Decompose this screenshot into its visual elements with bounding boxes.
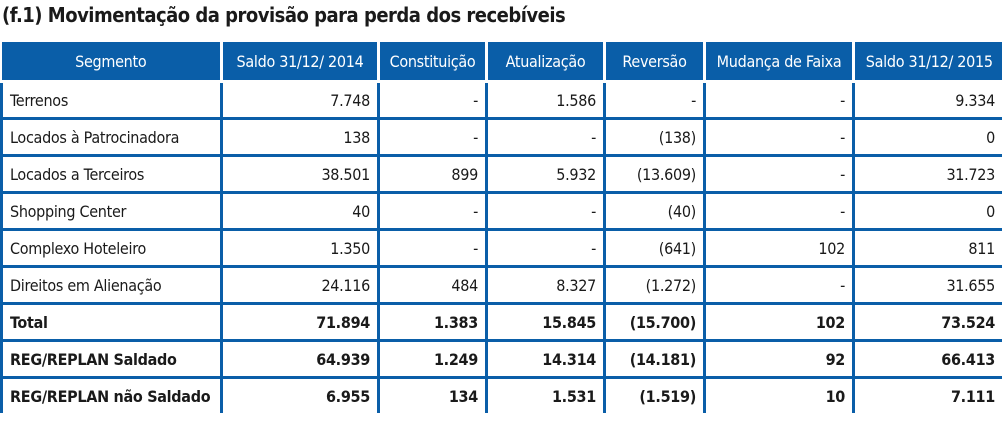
value-cell: 73.524 <box>852 302 1002 342</box>
segment-cell: REG/REPLAN Saldado <box>0 339 223 379</box>
value-cell: 899 <box>377 154 488 194</box>
value-cell: 0 <box>852 117 1002 157</box>
header-row: Segmento Saldo 31/12/ 2014 Constituição Atu… <box>1 42 1002 83</box>
value-cell: - <box>485 117 606 157</box>
value-cell: 1.586 <box>485 80 606 120</box>
value-cell: 10 <box>703 376 855 413</box>
segment-cell: Shopping Center <box>0 191 223 231</box>
value-cell: 484 <box>377 265 488 305</box>
table-row: Shopping Center 40- - (40) -0 <box>0 191 1002 231</box>
value-cell: 5.932 <box>485 154 606 194</box>
value-cell: 134 <box>377 376 488 413</box>
value-cell: 1.531 <box>485 376 606 413</box>
value-cell: - <box>377 228 488 268</box>
value-cell: - <box>703 80 855 120</box>
table-body: Terrenos 7.748-1.586- -9.334 Locados à Patr… <box>0 80 1002 413</box>
value-cell: 8.327 <box>485 265 606 305</box>
value-cell: 92 <box>703 339 855 379</box>
provision-table: Segmento Saldo 31/12/ 2014 Constituição Atu… <box>0 42 1002 413</box>
value-cell: (641) <box>603 228 706 268</box>
value-cell: 31.723 <box>852 154 1002 194</box>
column-header: Segmento <box>1 42 223 83</box>
value-cell: - <box>603 80 706 120</box>
value-cell: 15.845 <box>485 302 606 342</box>
value-cell: (138) <box>603 117 706 157</box>
table-row: Locados a Terceiros 38.501 899 5.932 (13.609… <box>0 154 1002 194</box>
value-cell: 40 <box>220 191 380 231</box>
summary-row: Total 71.894 1.383 15.845 (15.700) 102 73.524 <box>0 302 1002 342</box>
segment-cell: Total <box>0 302 223 342</box>
value-cell: 138 <box>220 117 380 157</box>
value-cell: 102 <box>703 228 855 268</box>
value-cell: 1.383 <box>377 302 488 342</box>
value-cell: 0 <box>852 191 1002 231</box>
value-cell: - <box>377 80 488 120</box>
value-cell: 102 <box>703 302 855 342</box>
segment-cell: Terrenos <box>0 80 223 120</box>
segment-cell: Locados a Terceiros <box>0 154 223 194</box>
summary-row: REG/REPLAN Saldado 64.939 1.249 14.314 (14.1… <box>0 339 1002 379</box>
value-cell: 811 <box>852 228 1002 268</box>
value-cell: 24.116 <box>220 265 380 305</box>
column-header: Reversão <box>603 42 706 83</box>
value-cell: (1.519) <box>603 376 706 413</box>
value-cell: 31.655 <box>852 265 1002 305</box>
value-cell: (15.700) <box>603 302 706 342</box>
value-cell: - <box>485 191 606 231</box>
table-row: Direitos em Alienação 24.116 484 8.327 (1.27… <box>0 265 1002 305</box>
value-cell: - <box>485 228 606 268</box>
value-cell: 7.748 <box>220 80 380 120</box>
value-cell: - <box>703 154 855 194</box>
value-cell: 1.350 <box>220 228 380 268</box>
value-cell: (14.181) <box>603 339 706 379</box>
column-header: Saldo 31/12/ 2014 <box>220 42 380 83</box>
value-cell: 38.501 <box>220 154 380 194</box>
segment-cell: Complexo Hoteleiro <box>0 228 223 268</box>
value-cell: 66.413 <box>852 339 1002 379</box>
value-cell: 7.111 <box>852 376 1002 413</box>
column-header: Mudança de Faixa <box>703 42 855 83</box>
value-cell: 9.334 <box>852 80 1002 120</box>
value-cell: - <box>703 191 855 231</box>
table-title: (f.1) Movimentação da provisão para perd… <box>2 3 566 27</box>
summary-row: REG/REPLAN não Saldado 6.955 134 1.531 (1.51… <box>0 376 1002 413</box>
value-cell: 64.939 <box>220 339 380 379</box>
value-cell: - <box>703 117 855 157</box>
value-cell: - <box>703 265 855 305</box>
value-cell: 14.314 <box>485 339 606 379</box>
segment-cell: Direitos em Alienação <box>0 265 223 305</box>
value-cell: (40) <box>603 191 706 231</box>
value-cell: - <box>377 191 488 231</box>
value-cell: (1.272) <box>603 265 706 305</box>
column-header: Saldo 31/12/ 2015 <box>852 42 1002 83</box>
value-cell: 71.894 <box>220 302 380 342</box>
value-cell: (13.609) <box>603 154 706 194</box>
value-cell: 1.249 <box>377 339 488 379</box>
column-header: Constituição <box>377 42 488 83</box>
segment-cell: Locados à Patrocinadora <box>0 117 223 157</box>
value-cell: - <box>377 117 488 157</box>
column-header: Atualização <box>485 42 606 83</box>
table-row: Locados à Patrocinadora 138- - (138) -0 <box>0 117 1002 157</box>
table-row: Complexo Hoteleiro 1.350- - (641) 102 811 <box>0 228 1002 268</box>
value-cell: 6.955 <box>220 376 380 413</box>
segment-cell: REG/REPLAN não Saldado <box>0 376 223 413</box>
table-row: Terrenos 7.748-1.586- -9.334 <box>0 80 1002 120</box>
